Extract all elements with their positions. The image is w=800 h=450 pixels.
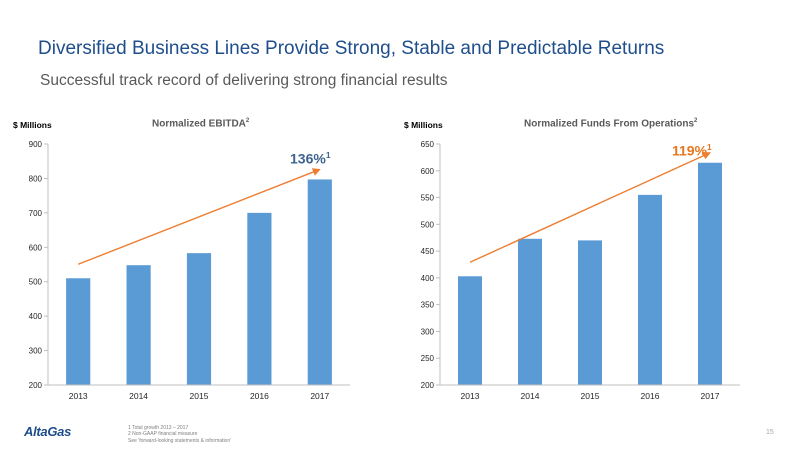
bar (698, 162, 722, 385)
bar (186, 253, 212, 385)
ffo-plot: 200 250 300 350 400 450 500 550 600 650 2013 2014 20… (421, 140, 740, 401)
x-tick-label: 2017 (701, 391, 720, 401)
y-tick-label: 550 (421, 194, 435, 203)
chart-title-footnote: 2 (694, 118, 698, 124)
growth-value: 119% (672, 142, 708, 159)
y-tick-label: 400 (29, 312, 43, 321)
y-tick-label: 400 (421, 274, 435, 283)
bar (66, 278, 91, 385)
chart-unit-label: $ Millions (13, 120, 52, 130)
slide-title: Diversified Business Lines Provide Stron… (38, 38, 665, 59)
chart-title: Normalized EBITDA2 (152, 118, 249, 129)
ebitda-plot: 200 300 400 500 600 700 800 900 2013 2014 2015 2016… (29, 140, 350, 401)
bar (578, 240, 602, 385)
y-tick-label: 300 (421, 327, 435, 336)
growth-value: 136% (290, 150, 326, 167)
y-tick-label: 600 (421, 167, 435, 176)
y-tick-label: 600 (29, 243, 43, 252)
growth-arrow (77, 168, 321, 265)
chart-title-footnote: 2 (245, 118, 250, 124)
footnote-1: 1 Total growth 2013 – 2017 (128, 425, 189, 431)
y-tick-label: 650 (421, 140, 435, 149)
x-tick-label: 2015 (190, 391, 209, 401)
chart-title-text: Normalized EBITDA (152, 118, 246, 130)
x-tick-label: 2014 (521, 391, 540, 401)
x-tick-label: 2014 (129, 391, 148, 401)
growth-arrow (469, 152, 711, 263)
footnote-2: 2 Non-GAAP financial measure (128, 431, 198, 438)
chart-title-text: Normalized Funds From Operations (524, 118, 695, 130)
bar (458, 276, 482, 385)
footnotes: 1 Total growth 2013 – 2017 2 Non-GAAP fi… (128, 425, 231, 444)
altagas-logo: AltaGas (24, 424, 72, 439)
y-tick-label: 500 (421, 220, 435, 229)
growth-footnote: 1 (325, 150, 331, 160)
y-tick-label: 450 (421, 247, 435, 256)
growth-label: 136%1 (290, 150, 330, 167)
x-tick-label: 2016 (641, 391, 660, 401)
y-tick-label: 200 (421, 381, 435, 390)
ebitda-chart: $ Millions Normalized EBITDA2 136%1 200 3… (10, 112, 350, 412)
ffo-chart: $ Millions Normalized Funds From Operati… (400, 112, 740, 412)
x-tick-label: 2016 (250, 391, 269, 401)
y-tick-label: 700 (29, 209, 43, 218)
x-tick-label: 2017 (310, 391, 329, 401)
bar (307, 179, 332, 385)
footnote-3: See 'forward-looking statements & inform… (128, 437, 232, 444)
bar (518, 238, 542, 385)
growth-footnote: 1 (707, 142, 712, 152)
bar (126, 265, 151, 385)
x-tick-label: 2013 (461, 391, 480, 401)
y-tick-label: 200 (29, 381, 43, 390)
y-tick-label: 900 (29, 140, 43, 149)
chart-title: Normalized Funds From Operations2 (524, 118, 697, 129)
page-number: 15 (766, 429, 774, 436)
y-tick-label: 800 (29, 174, 43, 183)
y-tick-label: 250 (421, 354, 435, 363)
bar (247, 212, 272, 385)
x-tick-label: 2013 (69, 391, 88, 401)
bar (638, 194, 662, 385)
growth-label: 119%1 (672, 142, 712, 159)
y-tick-label: 350 (421, 301, 435, 310)
y-tick-label: 500 (29, 278, 43, 287)
x-tick-label: 2015 (581, 391, 600, 401)
slide-subtitle: Successful track record of delivering st… (40, 72, 448, 89)
chart-unit-label: $ Millions (404, 120, 443, 130)
y-tick-label: 300 (29, 347, 43, 356)
